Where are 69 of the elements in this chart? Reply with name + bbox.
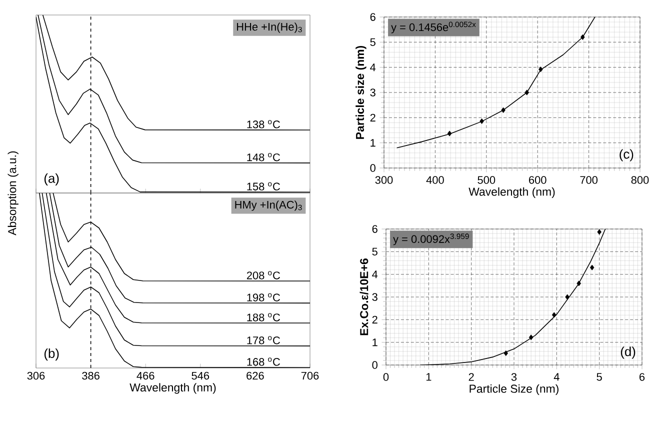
x-tick-label: 0: [383, 373, 389, 381]
annotation: y = 0.0092x$^{3.959}$: [393, 234, 469, 246]
x-tick-label: 500: [478, 176, 496, 184]
line-series: [396, 16, 596, 148]
series-label: 208 $^{o}$C: [246, 271, 280, 280]
y-tick-label: 1: [370, 139, 376, 147]
x-axis-title: Particle Size (nm): [470, 384, 558, 396]
point: [576, 280, 581, 286]
y-tick-label: 3: [370, 88, 376, 96]
y-tick-label: 1: [372, 338, 378, 346]
y-tick-label: 4: [370, 64, 376, 72]
y-axis-title: Absorption (a.u.): [8, 151, 18, 236]
x-tick-label: 386: [82, 372, 100, 380]
annotation: y = 0.1456e$^{0.0052x}$: [391, 22, 476, 34]
x-tick-label: 626: [246, 372, 264, 380]
series-label: 178 $^{o}$C: [247, 336, 280, 344]
y-tick-label: 0: [370, 164, 376, 172]
series-label: 188 $^{o}$C: [247, 313, 280, 322]
series-label: 158 $^{o}$C: [247, 182, 280, 190]
y-axis-title: Particle size (nm): [356, 46, 366, 139]
point: [590, 264, 594, 270]
x-tick-label: 4: [554, 373, 560, 381]
x-axis-title: Wavelength (nm): [130, 383, 216, 394]
annotation: HMy +In(AC)$_{3}$: [235, 200, 302, 211]
series-label: 168 $^{o}$C: [247, 358, 280, 366]
y-tick-label: 6: [372, 225, 378, 233]
y-tick-label: 6: [370, 13, 376, 21]
x-tick-label: 2: [468, 373, 474, 381]
point: [538, 66, 543, 72]
x-tick-label: 3: [511, 373, 517, 381]
y-tick-label: 0: [372, 361, 378, 369]
x-tick-label: 800: [631, 176, 649, 184]
annotation: (c): [620, 149, 634, 162]
series-label: 198 $^{o}$C: [247, 293, 280, 302]
point: [447, 130, 452, 136]
y-axis-title: Ex.Co.ε/10E+6: [360, 258, 368, 336]
point: [528, 334, 534, 340]
point: [501, 107, 506, 113]
y-tick-label: 2: [372, 316, 378, 324]
annotation: HHe +In(He)$_{3}$: [237, 22, 302, 33]
series-label: 138 $^{o}$C: [247, 120, 280, 128]
point: [565, 294, 570, 300]
y-tick-label: 2: [370, 114, 376, 122]
x-tick-label: 300: [375, 176, 393, 184]
x-tick-label: 466: [136, 372, 154, 380]
point: [552, 312, 556, 318]
x-tick-label: 1: [426, 373, 432, 381]
y-tick-label: 5: [370, 38, 376, 46]
x-tick-label: 400: [426, 176, 444, 184]
x-tick-label: 706: [301, 372, 319, 380]
annotation: (d): [620, 346, 636, 359]
x-tick-label: 600: [529, 176, 546, 184]
x-tick-label: 5: [596, 373, 602, 381]
series-label: 148 $^{o}$C: [247, 153, 280, 162]
x-axis-title: Wavelength (nm): [468, 187, 555, 198]
y-tick-label: 3: [372, 293, 378, 301]
y-tick-label: 4: [372, 270, 378, 278]
y-tick-label: 5: [372, 248, 378, 256]
annotation: (b): [44, 348, 59, 361]
x-tick-label: 6: [640, 373, 645, 381]
x-tick-label: 700: [580, 176, 598, 184]
point: [597, 229, 602, 235]
x-tick-label: 546: [192, 372, 210, 380]
point: [504, 350, 508, 356]
point: [480, 118, 484, 124]
point: [524, 90, 529, 96]
point: [580, 34, 585, 40]
x-tick-label: 306: [27, 372, 45, 380]
annotation: (a): [44, 173, 59, 186]
